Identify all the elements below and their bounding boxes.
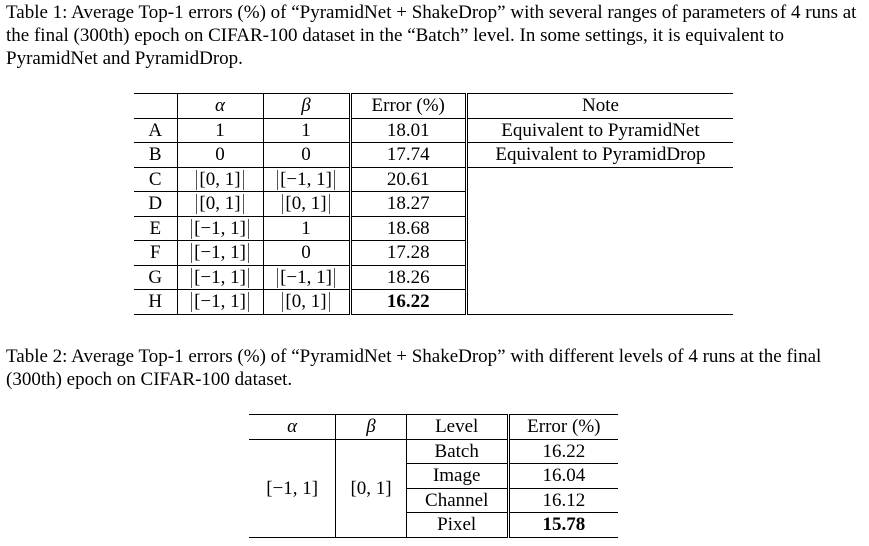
table2-header-error: Error (%) xyxy=(508,414,618,440)
error-cell: 18.01 xyxy=(350,118,468,143)
alpha-cell: [0, 1] xyxy=(177,167,264,192)
error-cell-best: 16.22 xyxy=(350,289,468,315)
level-cell: Batch xyxy=(406,439,510,464)
beta-cell: 0 xyxy=(263,240,352,266)
table-row: E [−1, 1] 1 18.68 xyxy=(134,216,733,241)
interval-value: [0, 1] xyxy=(196,169,244,190)
table-row: Pixel 15.78 xyxy=(249,512,618,538)
table2-header-alpha: α xyxy=(249,414,337,440)
best-error-value: 15.78 xyxy=(542,514,586,536)
table2-header-beta: β xyxy=(335,414,407,440)
table-row: F [−1, 1] 0 17.28 xyxy=(134,240,733,266)
table1-header-alpha: α xyxy=(177,93,264,119)
table-row: A 1 1 18.01 Equivalent to PyramidNet xyxy=(134,118,733,143)
row-id: F xyxy=(134,240,178,266)
alpha-cell: [−1, 1] xyxy=(249,439,337,538)
best-error-value: 16.22 xyxy=(386,291,430,313)
table-row: C [0, 1] [−1, 1] 20.61 xyxy=(134,167,733,315)
alpha-cell: [0, 1] xyxy=(177,191,264,217)
alpha-cell: 1 xyxy=(177,118,264,143)
table2-header-row: α β Level Error (%) xyxy=(249,414,618,440)
beta-cell: 0 xyxy=(263,142,352,168)
row-id: C xyxy=(134,167,178,192)
table1-header-beta: β xyxy=(263,93,352,119)
alpha-cell: [−1, 1] xyxy=(177,216,264,241)
beta-cell: 1 xyxy=(263,118,352,143)
error-cell: 18.68 xyxy=(350,216,468,241)
beta-cell: [0, 1] xyxy=(263,289,352,315)
row-id: D xyxy=(134,191,178,217)
interval-value: [−1, 1] xyxy=(191,243,249,264)
table2: α β Level Error (%) [−1, 1] [0, 1] Batch… xyxy=(249,414,618,538)
interval-value: [−1, 1] xyxy=(191,267,249,288)
note-cell-empty xyxy=(466,167,733,315)
level-cell: Channel xyxy=(406,488,510,513)
table1-header-row: α β Error (%) Note xyxy=(134,93,733,119)
table-row: Image 16.04 xyxy=(249,463,618,489)
table2-caption: Table 2: Average Top-1 errors (%) of “Py… xyxy=(6,346,822,390)
error-cell: 17.28 xyxy=(350,240,468,266)
error-cell: 20.61 xyxy=(350,167,468,192)
alpha-cell: [−1, 1] xyxy=(177,289,264,315)
alpha-cell: 0 xyxy=(177,142,264,168)
table1-header-id xyxy=(134,93,178,119)
table1-header-error: Error (%) xyxy=(350,93,468,119)
interval-value: [−1, 1] xyxy=(191,292,249,313)
table-row: B 0 0 17.74 Equivalent to PyramidDrop xyxy=(134,142,733,168)
interval-value: [0, 1] xyxy=(196,194,244,215)
table-row: Channel 16.12 xyxy=(249,488,618,513)
table-row: D [0, 1] [0, 1] 18.27 xyxy=(134,191,733,217)
row-id: E xyxy=(134,216,178,241)
beta-cell: [−1, 1] xyxy=(263,167,352,192)
beta-cell: [0, 1] xyxy=(335,439,407,538)
table1-caption: Table 1: Average Top-1 errors (%) of “Py… xyxy=(6,2,857,69)
error-cell: 17.74 xyxy=(350,142,468,168)
interval-value: [−1, 1] xyxy=(277,267,335,288)
table1: α β Error (%) Note A 1 1 18.01 Equivalen… xyxy=(134,93,733,315)
beta-cell: [−1, 1] xyxy=(263,265,352,290)
level-cell: Pixel xyxy=(406,512,510,538)
interval-value: [0, 1] xyxy=(282,194,330,215)
error-cell-best: 15.78 xyxy=(508,512,618,538)
row-id: B xyxy=(134,142,178,168)
row-id: G xyxy=(134,265,178,290)
error-cell: 16.12 xyxy=(508,488,618,513)
table-row: [−1, 1] [0, 1] Batch 16.22 xyxy=(249,439,618,538)
interval-value: [−1, 1] xyxy=(191,218,249,239)
note-cell: Equivalent to PyramidDrop xyxy=(466,142,733,168)
note-cell: Equivalent to PyramidNet xyxy=(466,118,733,143)
alpha-cell: [−1, 1] xyxy=(177,240,264,266)
beta-cell: [0, 1] xyxy=(263,191,352,217)
table1-header-note: Note xyxy=(466,93,733,119)
error-cell: 16.04 xyxy=(508,463,618,489)
alpha-cell: [−1, 1] xyxy=(177,265,264,290)
table-row: H [−1, 1] [0, 1] 16.22 xyxy=(134,289,733,315)
table-row: G [−1, 1] [−1, 1] 18.26 xyxy=(134,265,733,290)
row-id: A xyxy=(134,118,178,143)
level-cell: Image xyxy=(406,463,510,489)
error-cell: 16.22 xyxy=(508,439,618,464)
interval-value: [−1, 1] xyxy=(277,169,335,190)
row-id: H xyxy=(134,289,178,315)
error-cell: 18.26 xyxy=(350,265,468,290)
interval-value: [0, 1] xyxy=(282,292,330,313)
error-cell: 18.27 xyxy=(350,191,468,217)
table2-header-level: Level xyxy=(406,414,510,440)
beta-cell: 1 xyxy=(263,216,352,241)
